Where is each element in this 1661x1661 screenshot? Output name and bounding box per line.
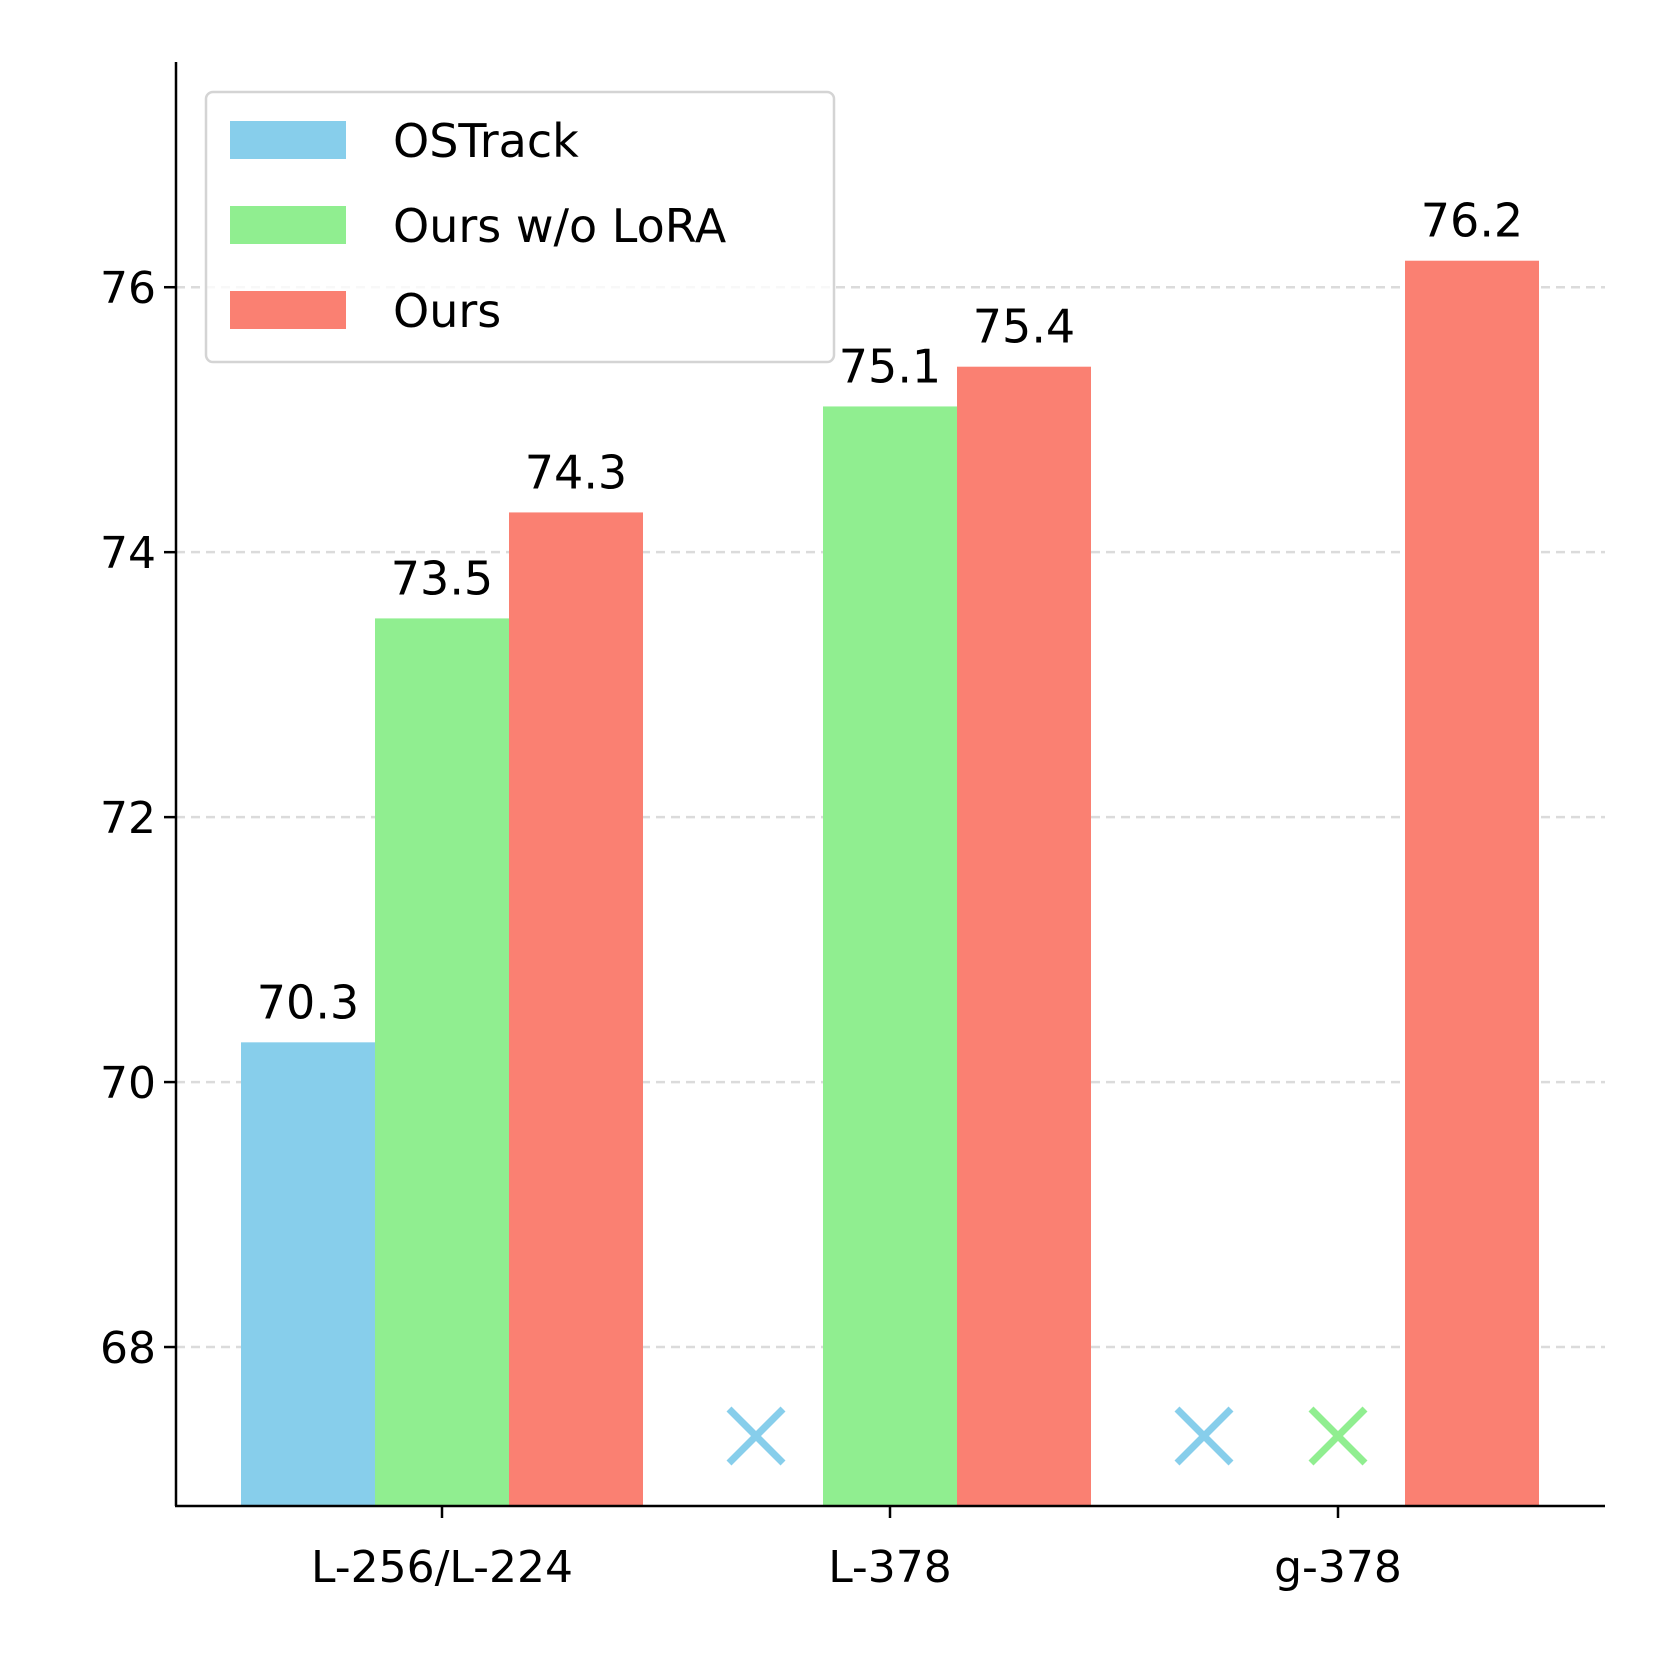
x-tick-label: L-378 [828, 1542, 952, 1593]
legend-label: Ours w/o LoRA [393, 199, 727, 253]
y-tick-label: 74 [100, 528, 156, 579]
x-tick-label: L-256/L-224 [311, 1542, 573, 1593]
missing-marker [726, 1406, 786, 1466]
x-tick-label: g-378 [1274, 1542, 1402, 1593]
data-label: 74.3 [525, 445, 627, 499]
y-tick-label: 72 [100, 793, 156, 844]
legend-label: OSTrack [393, 114, 579, 168]
data-labels: 70.3 73.5 74.3 75.1 75.4 76.2 [257, 194, 1523, 1030]
x-ticks: L-256/L-224 L-378 g-378 [311, 1506, 1402, 1593]
legend-swatch [230, 121, 346, 159]
legend-frame [204, 90, 836, 364]
y-tick-label: 68 [100, 1323, 156, 1374]
bar [241, 1042, 375, 1506]
y-tick-label: 76 [100, 263, 156, 314]
data-label: 73.5 [391, 551, 493, 605]
legend-swatch [230, 206, 346, 244]
bar [1405, 260, 1539, 1507]
bar [823, 406, 957, 1506]
bar [509, 512, 643, 1506]
data-label: 75.1 [839, 339, 941, 393]
bar [957, 366, 1091, 1506]
data-label: 70.3 [257, 975, 359, 1029]
missing-marker-stroke [1308, 1406, 1368, 1466]
missing-marker [1308, 1406, 1368, 1466]
y-ticks: 68 70 72 74 76 [100, 263, 176, 1374]
legend: OSTrack Ours w/o LoRA Ours [204, 90, 836, 364]
data-label: 76.2 [1421, 194, 1523, 248]
bar [375, 618, 509, 1506]
missing-marker-stroke [1174, 1406, 1234, 1466]
bars [241, 260, 1539, 1507]
data-label: 75.4 [973, 300, 1075, 354]
missing-marker-stroke [726, 1406, 786, 1466]
y-tick-label: 70 [100, 1058, 156, 1109]
legend-swatch [230, 291, 346, 329]
legend-label: Ours [393, 284, 501, 338]
y-grid [176, 285, 1605, 1349]
missing-markers [726, 1406, 1368, 1466]
missing-marker [1174, 1406, 1234, 1466]
